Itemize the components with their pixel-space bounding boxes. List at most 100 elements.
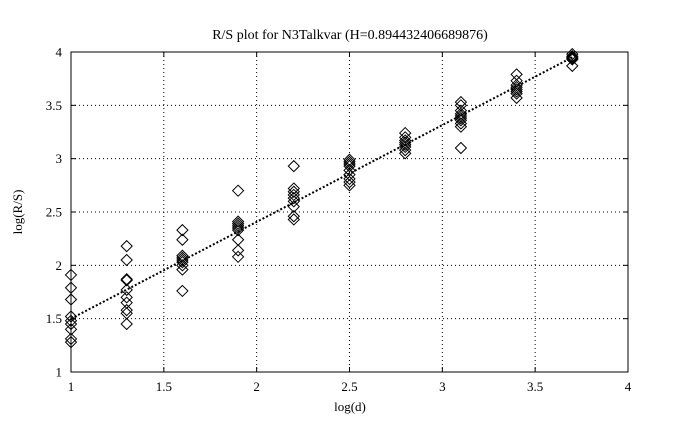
x-tick-label: 2.5 <box>341 379 357 394</box>
data-point <box>64 281 78 294</box>
data-point <box>64 310 78 323</box>
data-point <box>231 223 245 237</box>
x-tick-label: 4 <box>625 379 632 394</box>
data-point <box>64 317 78 331</box>
data-point <box>287 185 301 198</box>
data-point <box>510 78 523 92</box>
data-point <box>510 83 523 96</box>
data-point <box>287 213 301 226</box>
y-tick-label: 2 <box>56 258 63 273</box>
data-point <box>176 249 189 262</box>
data-point <box>566 51 579 64</box>
data-point <box>120 274 133 287</box>
data-point <box>510 85 523 98</box>
data-point <box>398 131 412 144</box>
data-point <box>64 323 78 336</box>
data-point <box>176 253 189 267</box>
data-point <box>231 215 245 228</box>
data-point <box>64 293 78 306</box>
data-point <box>176 233 189 246</box>
data-point <box>64 335 78 349</box>
data-point <box>566 47 579 61</box>
data-point <box>454 117 468 130</box>
data-point <box>343 179 356 192</box>
data-point <box>287 182 301 195</box>
data-point <box>287 195 301 208</box>
data-point <box>231 184 245 197</box>
y-tick-label: 4 <box>56 45 63 60</box>
data-point <box>176 251 189 265</box>
data-point <box>287 191 301 205</box>
data-point <box>120 239 133 253</box>
data-point <box>120 253 133 267</box>
data-point <box>287 188 301 202</box>
data-point <box>566 59 579 73</box>
data-point <box>510 87 523 100</box>
x-tick-label: 1.5 <box>156 379 172 394</box>
data-point <box>454 95 468 109</box>
axis-ticks: 1 1.5 2 2.5 3 3.5 4 1 1.5 2 2.5 3 3.5 4 <box>46 45 632 395</box>
data-point <box>231 219 245 233</box>
x-tick-label: 1 <box>68 379 75 394</box>
data-point <box>120 307 133 320</box>
fit-line <box>70 56 573 320</box>
data-point <box>510 91 523 105</box>
data-point <box>120 317 133 331</box>
data-point <box>454 111 468 125</box>
data-point <box>454 141 468 155</box>
data-point <box>231 221 245 235</box>
data-point <box>231 244 245 257</box>
data-point <box>343 168 356 181</box>
y-axis-label: log(R/S) <box>10 190 25 235</box>
data-point <box>566 53 579 66</box>
data-point <box>566 50 579 63</box>
y-tick-label: 1 <box>56 365 63 380</box>
data-point <box>398 147 412 160</box>
x-tick-label: 3 <box>439 379 446 394</box>
data-point <box>454 120 468 133</box>
data-point <box>64 314 78 328</box>
data-point <box>343 175 356 189</box>
y-tick-label: 2.5 <box>46 205 62 220</box>
data-point <box>120 303 133 317</box>
data-point <box>398 140 412 154</box>
data-point <box>398 138 412 152</box>
x-tick-label: 2 <box>253 379 260 394</box>
data-point <box>454 104 468 117</box>
data-point <box>120 291 133 304</box>
data-point <box>176 259 189 272</box>
data-point <box>343 164 356 177</box>
y-tick-label: 3 <box>56 151 63 166</box>
data-point <box>287 200 301 213</box>
data-point <box>176 284 189 298</box>
data-point <box>454 114 468 127</box>
y-tick-label: 3.5 <box>46 98 62 113</box>
data-point <box>510 74 523 88</box>
data-point <box>176 263 189 276</box>
data-point <box>287 159 301 173</box>
chart-title: R/S plot for N3Talkvar (H=0.894432406689… <box>212 28 488 43</box>
data-point <box>64 268 78 282</box>
data-point <box>454 107 468 121</box>
data-point <box>398 143 412 157</box>
grid-lines <box>71 52 628 372</box>
data-point <box>566 52 579 65</box>
data-point <box>64 332 78 346</box>
data-point <box>343 159 356 173</box>
data-point <box>287 210 301 223</box>
data-point <box>343 172 356 186</box>
y-tick-label: 1.5 <box>46 311 62 326</box>
data-point <box>120 283 133 297</box>
x-axis-label: log(d) <box>334 399 366 414</box>
data-point <box>398 134 412 147</box>
data-point <box>176 255 189 269</box>
data-point <box>176 223 189 237</box>
x-tick-label: 3.5 <box>527 379 543 394</box>
data-points <box>64 47 579 349</box>
data-point <box>231 217 245 230</box>
data-point <box>231 250 245 264</box>
data-point <box>398 126 412 140</box>
data-point <box>343 155 356 169</box>
fit-line-layer <box>70 56 573 320</box>
